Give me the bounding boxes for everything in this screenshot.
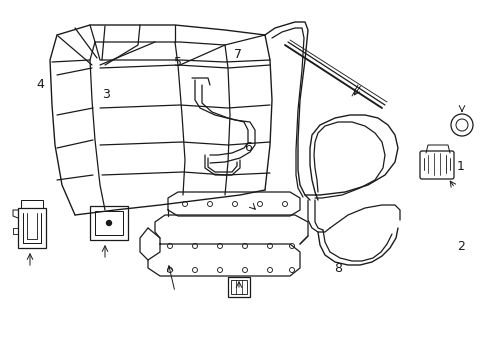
Bar	[18, 208, 46, 248]
Text: 1: 1	[456, 161, 464, 174]
Text: 6: 6	[244, 141, 251, 154]
Text: 7: 7	[234, 49, 242, 62]
Text: 3: 3	[102, 89, 110, 102]
Circle shape	[106, 220, 111, 225]
Bar	[21, 200, 43, 208]
Bar	[95, 211, 123, 235]
Text: 2: 2	[456, 240, 464, 253]
Text: 5: 5	[174, 55, 182, 68]
Bar	[227, 277, 249, 297]
Bar	[230, 280, 246, 294]
Text: 8: 8	[333, 261, 341, 274]
Text: 4: 4	[36, 78, 44, 91]
Bar	[90, 206, 128, 240]
